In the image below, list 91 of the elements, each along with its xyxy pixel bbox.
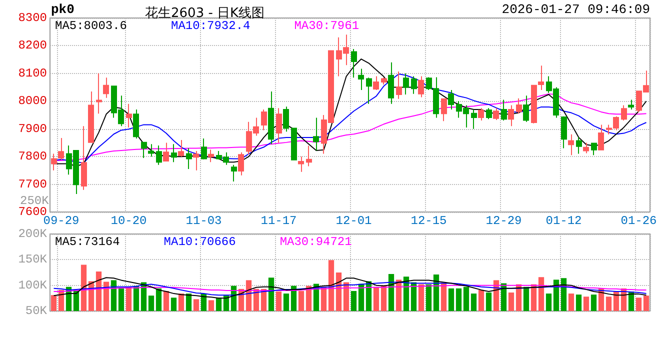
line-series: [53, 277, 647, 299]
x-tick-label: 10-20: [110, 214, 147, 228]
candlestick: [231, 164, 237, 182]
text: MA30:7961: [294, 19, 360, 33]
candlestick: [96, 72, 102, 114]
candlestick: [478, 108, 484, 122]
text: MA5:8003.6: [55, 19, 128, 33]
candlestick: [418, 76, 424, 98]
candlestick: [313, 117, 319, 151]
candlestick: [576, 136, 582, 154]
candlestick: [208, 149, 214, 163]
y-tick-label: 100K: [18, 278, 48, 292]
text: 250K: [20, 194, 50, 208]
candlestick: [441, 98, 447, 122]
x-tick-label: 01-12: [546, 214, 582, 228]
candlestick: [388, 62, 394, 104]
line-series: [53, 282, 647, 296]
text: MA10:7932.4: [171, 19, 250, 33]
y-tick-label: 8200: [18, 38, 47, 53]
x-tick-label: 01-26: [620, 214, 657, 228]
candlestick: [103, 77, 109, 98]
candlestick: [568, 134, 574, 156]
y-tick-label: 200K: [18, 227, 48, 241]
x-tick-label: 09-29: [43, 214, 80, 228]
candlestick: [351, 48, 357, 78]
candlestick: [523, 95, 529, 122]
candlestick: [531, 84, 537, 124]
y-tick-label: 8300: [18, 11, 47, 25]
candlestick: [88, 90, 94, 143]
candlestick: [126, 103, 132, 128]
candlestick: [156, 144, 162, 166]
candlestick: [148, 144, 154, 158]
candlestick: [298, 156, 304, 172]
candlestick: [373, 76, 379, 91]
candlestick: [538, 65, 544, 91]
candlestick: [193, 150, 199, 171]
candlestick: [598, 124, 604, 150]
candlestick: [508, 104, 514, 127]
candlestick: [591, 142, 597, 156]
candlestick: [366, 77, 372, 104]
x-tick-label: 12-29: [486, 214, 522, 228]
candlestick: [411, 76, 417, 94]
candlestick: [58, 138, 64, 160]
candlestick: [306, 145, 312, 167]
y-tick-label: 7900: [18, 122, 47, 136]
x-tick-label: 12-01: [336, 214, 372, 228]
x-tick-label: 12-15: [410, 214, 447, 228]
candlestick: [621, 104, 627, 122]
y-tick-label: 8000: [18, 94, 47, 108]
candlestick: [178, 139, 184, 158]
candlestick: [561, 116, 567, 149]
x-tick-label: 11-03: [186, 214, 222, 228]
chart-title: 花生2603 - 日K线图: [145, 6, 265, 21]
line-series: [53, 284, 647, 292]
candlestick: [261, 108, 267, 131]
text: MA5:73164: [55, 235, 120, 249]
candlestick: [358, 68, 364, 91]
candlestick: [133, 108, 139, 140]
candlestick: [283, 106, 289, 132]
y-tick-label: 150K: [18, 252, 48, 267]
candlestick: [201, 138, 207, 160]
y-tick-label: 50K: [25, 304, 48, 318]
candlestick: [628, 99, 634, 110]
candlestick: [448, 90, 454, 110]
candlestick: [268, 90, 274, 145]
candlestick: [493, 108, 499, 120]
candlestick: [51, 153, 57, 171]
candlestick: [396, 70, 402, 100]
text: pk0: [51, 2, 75, 17]
y-tick-label: 7800: [18, 150, 47, 164]
text: 2026-01-27 09:46:09: [502, 2, 650, 17]
candlestick: [276, 108, 282, 144]
candlestick: [516, 98, 522, 114]
candlestick: [583, 142, 589, 154]
candlestick: [381, 77, 387, 86]
candlestick: [486, 108, 492, 120]
text: MA30:94721: [280, 235, 352, 249]
x-tick-label: 11-17: [260, 214, 297, 228]
candlestick: [186, 148, 192, 170]
candlestick: [81, 126, 87, 190]
candlestick: [238, 152, 244, 176]
candlestick: [403, 72, 409, 95]
candlestick: [501, 99, 507, 122]
candlestick: [291, 128, 297, 160]
candlestick: [471, 108, 477, 130]
y-tick-label: 8100: [18, 66, 47, 80]
text: MA10:70666: [164, 235, 236, 249]
candlestick: [163, 142, 169, 162]
candlestick: [141, 142, 147, 158]
y-tick-label: 7700: [18, 177, 47, 192]
candlestick: [171, 144, 177, 163]
